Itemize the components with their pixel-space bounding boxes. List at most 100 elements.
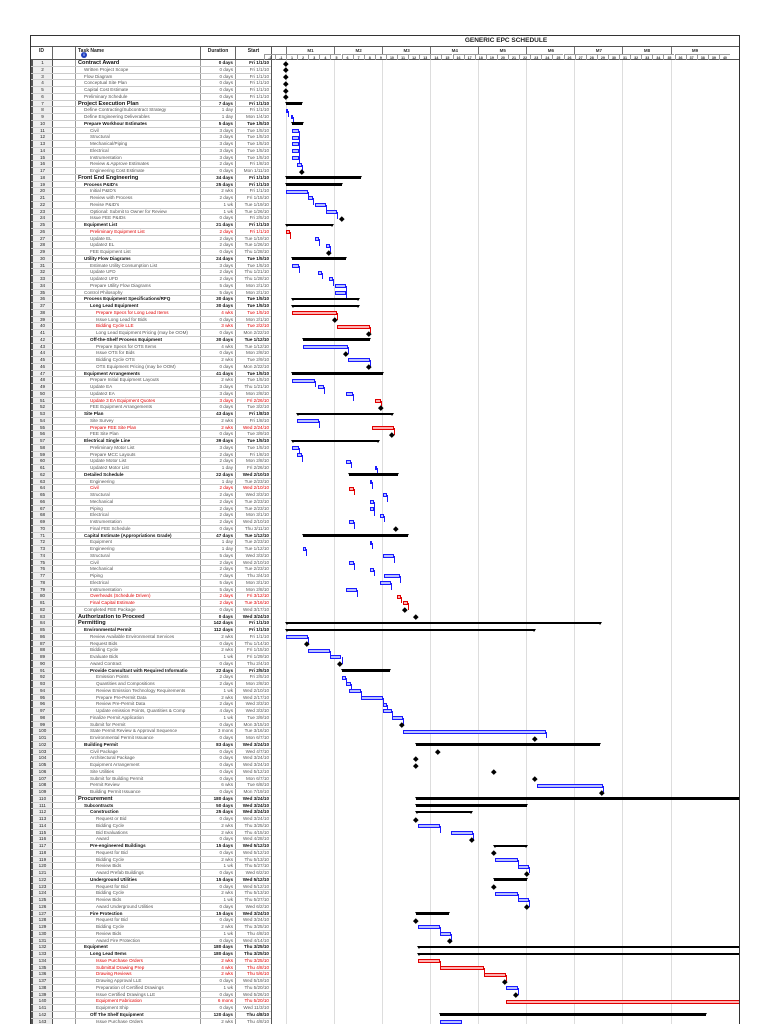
table-row[interactable]: 57 Electrical Single Line 39 days Tue 1/5/1…	[31, 438, 271, 445]
critical-task-bar[interactable]	[336, 324, 371, 329]
milestone-marker[interactable]	[413, 816, 419, 822]
task-bar[interactable]	[325, 243, 331, 248]
table-row[interactable]: 35 Control Philosophy 5 days Mon 2/1/10	[31, 289, 271, 297]
table-row[interactable]: 75 Civil 2 days Wed 2/10/10	[31, 559, 271, 567]
task-bar[interactable]	[325, 209, 337, 214]
table-row[interactable]: 29 FEE Equipment List 0 days Thu 1/28/10	[31, 249, 271, 256]
summary-bar[interactable]	[416, 945, 739, 949]
table-row[interactable]: 4 Conceptual Site Plan 0 days Fri 1/1/10	[31, 80, 271, 87]
task-bar[interactable]	[346, 392, 353, 397]
table-row[interactable]: 79 Instrumentation 5 days Mon 2/8/10	[31, 586, 271, 594]
table-row[interactable]: 123 Request for Bid 0 days Wed 5/12/10	[31, 883, 271, 891]
milestone-marker[interactable]	[299, 168, 305, 174]
task-bar[interactable]	[382, 709, 392, 714]
table-row[interactable]: 106 Site Utilities 0 days Wed 5/12/10	[31, 768, 271, 776]
table-row[interactable]: 12 Structural 3 days Tue 1/5/10	[31, 134, 271, 141]
table-row[interactable]: 116 Award 0 days Wed 4/28/10	[31, 836, 271, 843]
table-row[interactable]: 61 Update2 Motor List 1 day Fri 2/26/10	[31, 465, 271, 472]
table-row[interactable]: 72 Equipment 1 day Tue 2/23/10	[31, 539, 271, 546]
table-row[interactable]: 37 Long Lead Equipment 30 days Tue 1/5/10	[31, 303, 271, 310]
task-bar[interactable]	[370, 500, 375, 505]
milestone-marker[interactable]	[283, 60, 289, 66]
milestone-marker[interactable]	[338, 216, 345, 222]
table-row[interactable]: 68 Electrical 2 days Mon 3/1/10	[31, 512, 271, 519]
table-row[interactable]: 5 Capital Cost Estimate 0 days Fri 1/1/10	[31, 87, 271, 94]
table-row[interactable]: 101 Environmental Permit Issuance 0 days Mo…	[31, 735, 271, 742]
table-row[interactable]: 128 Request for Bid 0 days Wed 3/24/10	[31, 917, 271, 924]
table-row[interactable]: 40 Bidding Cycle LLE 3 wks Tue 2/2/10	[31, 323, 271, 330]
table-row[interactable]: 111 Subcontracts 50 days Wed 3/24/10	[31, 802, 271, 810]
table-row[interactable]: 59 Prepare MCC Layouts 2 days Fri 1/8/10	[31, 451, 271, 459]
table-row[interactable]: 48 Prepare Initial Equipment Layouts 2 wks…	[31, 377, 271, 384]
table-row[interactable]: 54 Site Survey 2 wks Fri 1/8/10	[31, 417, 271, 425]
task-bar[interactable]	[330, 655, 342, 660]
summary-bar[interactable]	[285, 628, 536, 631]
table-row[interactable]: 27 Update EL 2 days Tue 1/19/10	[31, 235, 271, 243]
summary-bar[interactable]	[492, 844, 529, 847]
table-row[interactable]: 66 Mechanical 2 days Tue 2/23/10	[31, 498, 271, 506]
table-row[interactable]: 84 Permitting 142 days Fri 1/1/10	[31, 620, 271, 627]
duration-header[interactable]: Duration	[201, 47, 236, 59]
table-row[interactable]: 114 Bidding Cycle 2 wks Thu 3/25/10	[31, 822, 271, 830]
table-row[interactable]: 69 Instrumentation 2 days Wed 2/10/10	[31, 519, 271, 526]
summary-bar[interactable]	[415, 810, 473, 814]
milestone-marker[interactable]	[524, 904, 530, 910]
table-row[interactable]: 108 Permit Review 6 wks Tue 6/8/10	[31, 782, 271, 789]
task-bar[interactable]	[292, 128, 299, 133]
task-bar[interactable]	[292, 142, 299, 147]
task-bar[interactable]	[403, 729, 547, 734]
table-row[interactable]: 89 Evaluate Bids 1 wk Fri 1/29/10	[31, 654, 271, 661]
critical-task-bar[interactable]	[292, 311, 337, 316]
table-row[interactable]: 94 Review Emission Technology Requirement…	[31, 687, 271, 695]
milestone-marker[interactable]	[283, 81, 289, 87]
table-row[interactable]: 23 Optional: Submit to Owner for Review 1 …	[31, 208, 271, 216]
milestone-marker[interactable]	[435, 749, 441, 755]
table-row[interactable]: 139 Issue Certified Drawings LLE 0 days Wed…	[31, 991, 271, 999]
summary-bar[interactable]	[285, 102, 303, 105]
table-row[interactable]: 74 Structural 5 days Wed 3/3/10	[31, 552, 271, 560]
milestone-marker[interactable]	[413, 756, 419, 762]
table-row[interactable]: 96 Review Pre-Permit Data 2 days Wed 3/3/10	[31, 701, 271, 708]
task-bar[interactable]	[450, 830, 474, 835]
milestone-marker[interactable]	[337, 661, 343, 667]
task-bar[interactable]	[286, 189, 309, 194]
task-bar[interactable]	[384, 574, 400, 579]
table-row[interactable]: 73 Engineering 1 day Tue 1/12/10	[31, 546, 271, 553]
table-row[interactable]: 134 Issue Purchase Orders 2 wks Thu 3/25/10	[31, 957, 271, 965]
table-row[interactable]: 90 Award Contract 0 days Thu 2/4/10	[31, 660, 271, 668]
table-row[interactable]: 126 Award Underground Utilities 0 days Wed …	[31, 903, 271, 911]
milestone-marker[interactable]	[283, 74, 289, 80]
table-row[interactable]: 52 FEE Equipment Arrangements 0 days Tue 3/…	[31, 404, 271, 411]
task-bar[interactable]	[374, 466, 378, 471]
table-row[interactable]: 32 Update UFD 2 days Thu 1/21/10	[31, 269, 271, 276]
summary-bar[interactable]	[284, 621, 603, 625]
task-bar[interactable]	[308, 196, 313, 201]
milestone-marker[interactable]	[491, 850, 497, 856]
table-row[interactable]: 34 Prepare Utility Flow Diagrams 5 days Mon…	[31, 282, 271, 290]
table-row[interactable]: 19 Process P&ID's 25 days Fri 1/1/10	[31, 181, 271, 189]
milestone-marker[interactable]	[365, 364, 371, 370]
table-row[interactable]: 21 Review with Process 2 days Fri 1/15/10	[31, 195, 271, 202]
table-row[interactable]: 137 Drawing Approval LLE 0 days Wed 5/19/10	[31, 978, 271, 985]
table-row[interactable]: 131 Award Fire Protection 0 days Wed 4/14/1…	[31, 937, 271, 945]
critical-task-bar[interactable]	[439, 965, 485, 970]
task-bar[interactable]	[370, 506, 375, 511]
table-row[interactable]: 55 Prepare FEE Site Plan 2 wks Wed 2/24/10	[31, 424, 271, 432]
table-row[interactable]: 10 Prepare Workhour Estimates 5 days Tue 1/…	[31, 120, 271, 128]
table-row[interactable]: 129 Bidding Cycle 2 wks Thu 3/25/10	[31, 924, 271, 931]
table-row[interactable]: 56 FEE Site Plan 0 days Tue 3/9/10	[31, 431, 271, 438]
milestone-marker[interactable]	[532, 735, 538, 741]
task-bar[interactable]	[297, 419, 320, 424]
task-name-header[interactable]: Task Name	[76, 47, 201, 59]
task-bar[interactable]	[506, 986, 518, 991]
task-bar[interactable]	[382, 493, 388, 498]
milestone-marker[interactable]	[413, 614, 419, 620]
table-row[interactable]: 138 Preparation of Certified Drawings 1 wk…	[31, 984, 271, 992]
milestone-marker[interactable]	[283, 67, 289, 73]
table-row[interactable]: 136 Drawing Reviews 2 wks Thu 5/6/10	[31, 971, 271, 978]
task-bar[interactable]	[297, 452, 302, 457]
table-row[interactable]: 47 Equipment Arrangements 41 days Tue 1/5/1…	[31, 370, 271, 378]
table-row[interactable]: 113 Request or Bid 0 days Wed 3/24/10	[31, 816, 271, 823]
summary-bar[interactable]	[285, 223, 334, 226]
critical-task-bar[interactable]	[374, 398, 382, 403]
